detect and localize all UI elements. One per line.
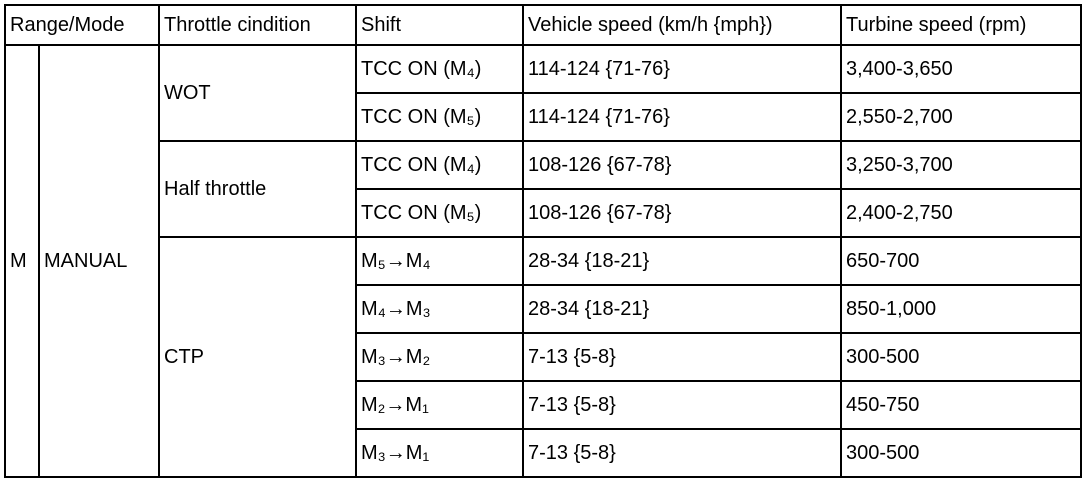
vehicle-speed-cell: 7-13 {5-8} (522, 428, 842, 478)
vehicle-speed-cell: 7-13 {5-8} (522, 332, 842, 382)
table-body: M MANUAL WOT TCC ON (M₄) 114-124 {71-76} 3,40… (4, 44, 1082, 478)
turbine-speed-cell: 300-500 (840, 332, 1082, 382)
vehicle-speed-cell: 108-126 {67-78} (522, 140, 842, 190)
row: TCC ON (M₅) 114-124 {71-76} 2,550-2,700 (5, 92, 1082, 142)
turbine-speed-cell: 450-750 (840, 380, 1082, 430)
header-cell: Throttle cindition (158, 4, 357, 46)
vehicle-speed-cell: 28-34 {18-21} (522, 284, 842, 334)
row: M₃→M₂ 7-13 {5-8} 300-500 (5, 332, 1082, 382)
shift-table: Range/Mode Throttle cindition Shift Vehicle… (4, 4, 1082, 478)
mode-cell: MANUAL (38, 44, 160, 478)
turbine-speed-cell: 3,400-3,650 (840, 44, 1082, 94)
vehicle-speed-cell: 28-34 {18-21} (522, 236, 842, 286)
turbine-speed-cell: 3,250-3,700 (840, 140, 1082, 190)
shift-cell: TCC ON (M₄) (355, 140, 524, 190)
vehicle-speed-cell: 114-124 {71-76} (522, 44, 842, 94)
shift-cell: M₃→M₂ (355, 332, 524, 382)
header-cell: Vehicle speed (km/h {mph}) (522, 4, 842, 46)
row: M₃→M₁ 7-13 {5-8} 300-500 (5, 428, 1082, 478)
throttle-cell: WOT (158, 44, 357, 142)
turbine-speed-cell: 650-700 (840, 236, 1082, 286)
vehicle-speed-cell: 114-124 {71-76} (522, 92, 842, 142)
turbine-speed-cell: 300-500 (840, 428, 1082, 478)
shift-cell: M₂→M₁ (355, 380, 524, 430)
row: Half throttle TCC ON (M₄) 108-126 {67-78} 3… (5, 140, 1082, 238)
turbine-speed-cell: 2,400-2,750 (840, 188, 1082, 238)
shift-cell: M₄→M₃ (355, 284, 524, 334)
shift-cell: TCC ON (M₅) (355, 188, 524, 238)
shift-cell: TCC ON (M₅) (355, 92, 524, 142)
shift-cell: TCC ON (M₄) (355, 44, 524, 94)
row: M MANUAL WOT TCC ON (M₄) 114-124 {71-76} 3,40… (4, 44, 1082, 478)
range-cell: M (4, 44, 40, 478)
row: TCC ON (M₅) 108-126 {67-78} 2,400-2,750 (5, 188, 1082, 238)
turbine-speed-cell: 2,550-2,700 (840, 92, 1082, 142)
shift-cell: M₃→M₁ (355, 428, 524, 478)
header-cell: Turbine speed (rpm) (840, 4, 1082, 46)
vehicle-speed-cell: 108-126 {67-78} (522, 188, 842, 238)
row: CTP M₅→M₄ 28-34 {18-21} 650-700 (5, 236, 1082, 478)
turbine-speed-cell: 850-1,000 (840, 284, 1082, 334)
vehicle-speed-cell: 7-13 {5-8} (522, 380, 842, 430)
shift-cell: M₅→M₄ (355, 236, 524, 286)
header-row: Range/Mode Throttle cindition Shift Vehicle… (4, 4, 1082, 46)
header-cell: Shift (355, 4, 524, 46)
header-cell: Range/Mode (4, 4, 160, 46)
throttle-cell: Half throttle (158, 140, 357, 238)
row: M₂→M₁ 7-13 {5-8} 450-750 (5, 380, 1082, 430)
row: M₄→M₃ 28-34 {18-21} 850-1,000 (5, 284, 1082, 334)
throttle-cell: CTP (158, 236, 357, 478)
